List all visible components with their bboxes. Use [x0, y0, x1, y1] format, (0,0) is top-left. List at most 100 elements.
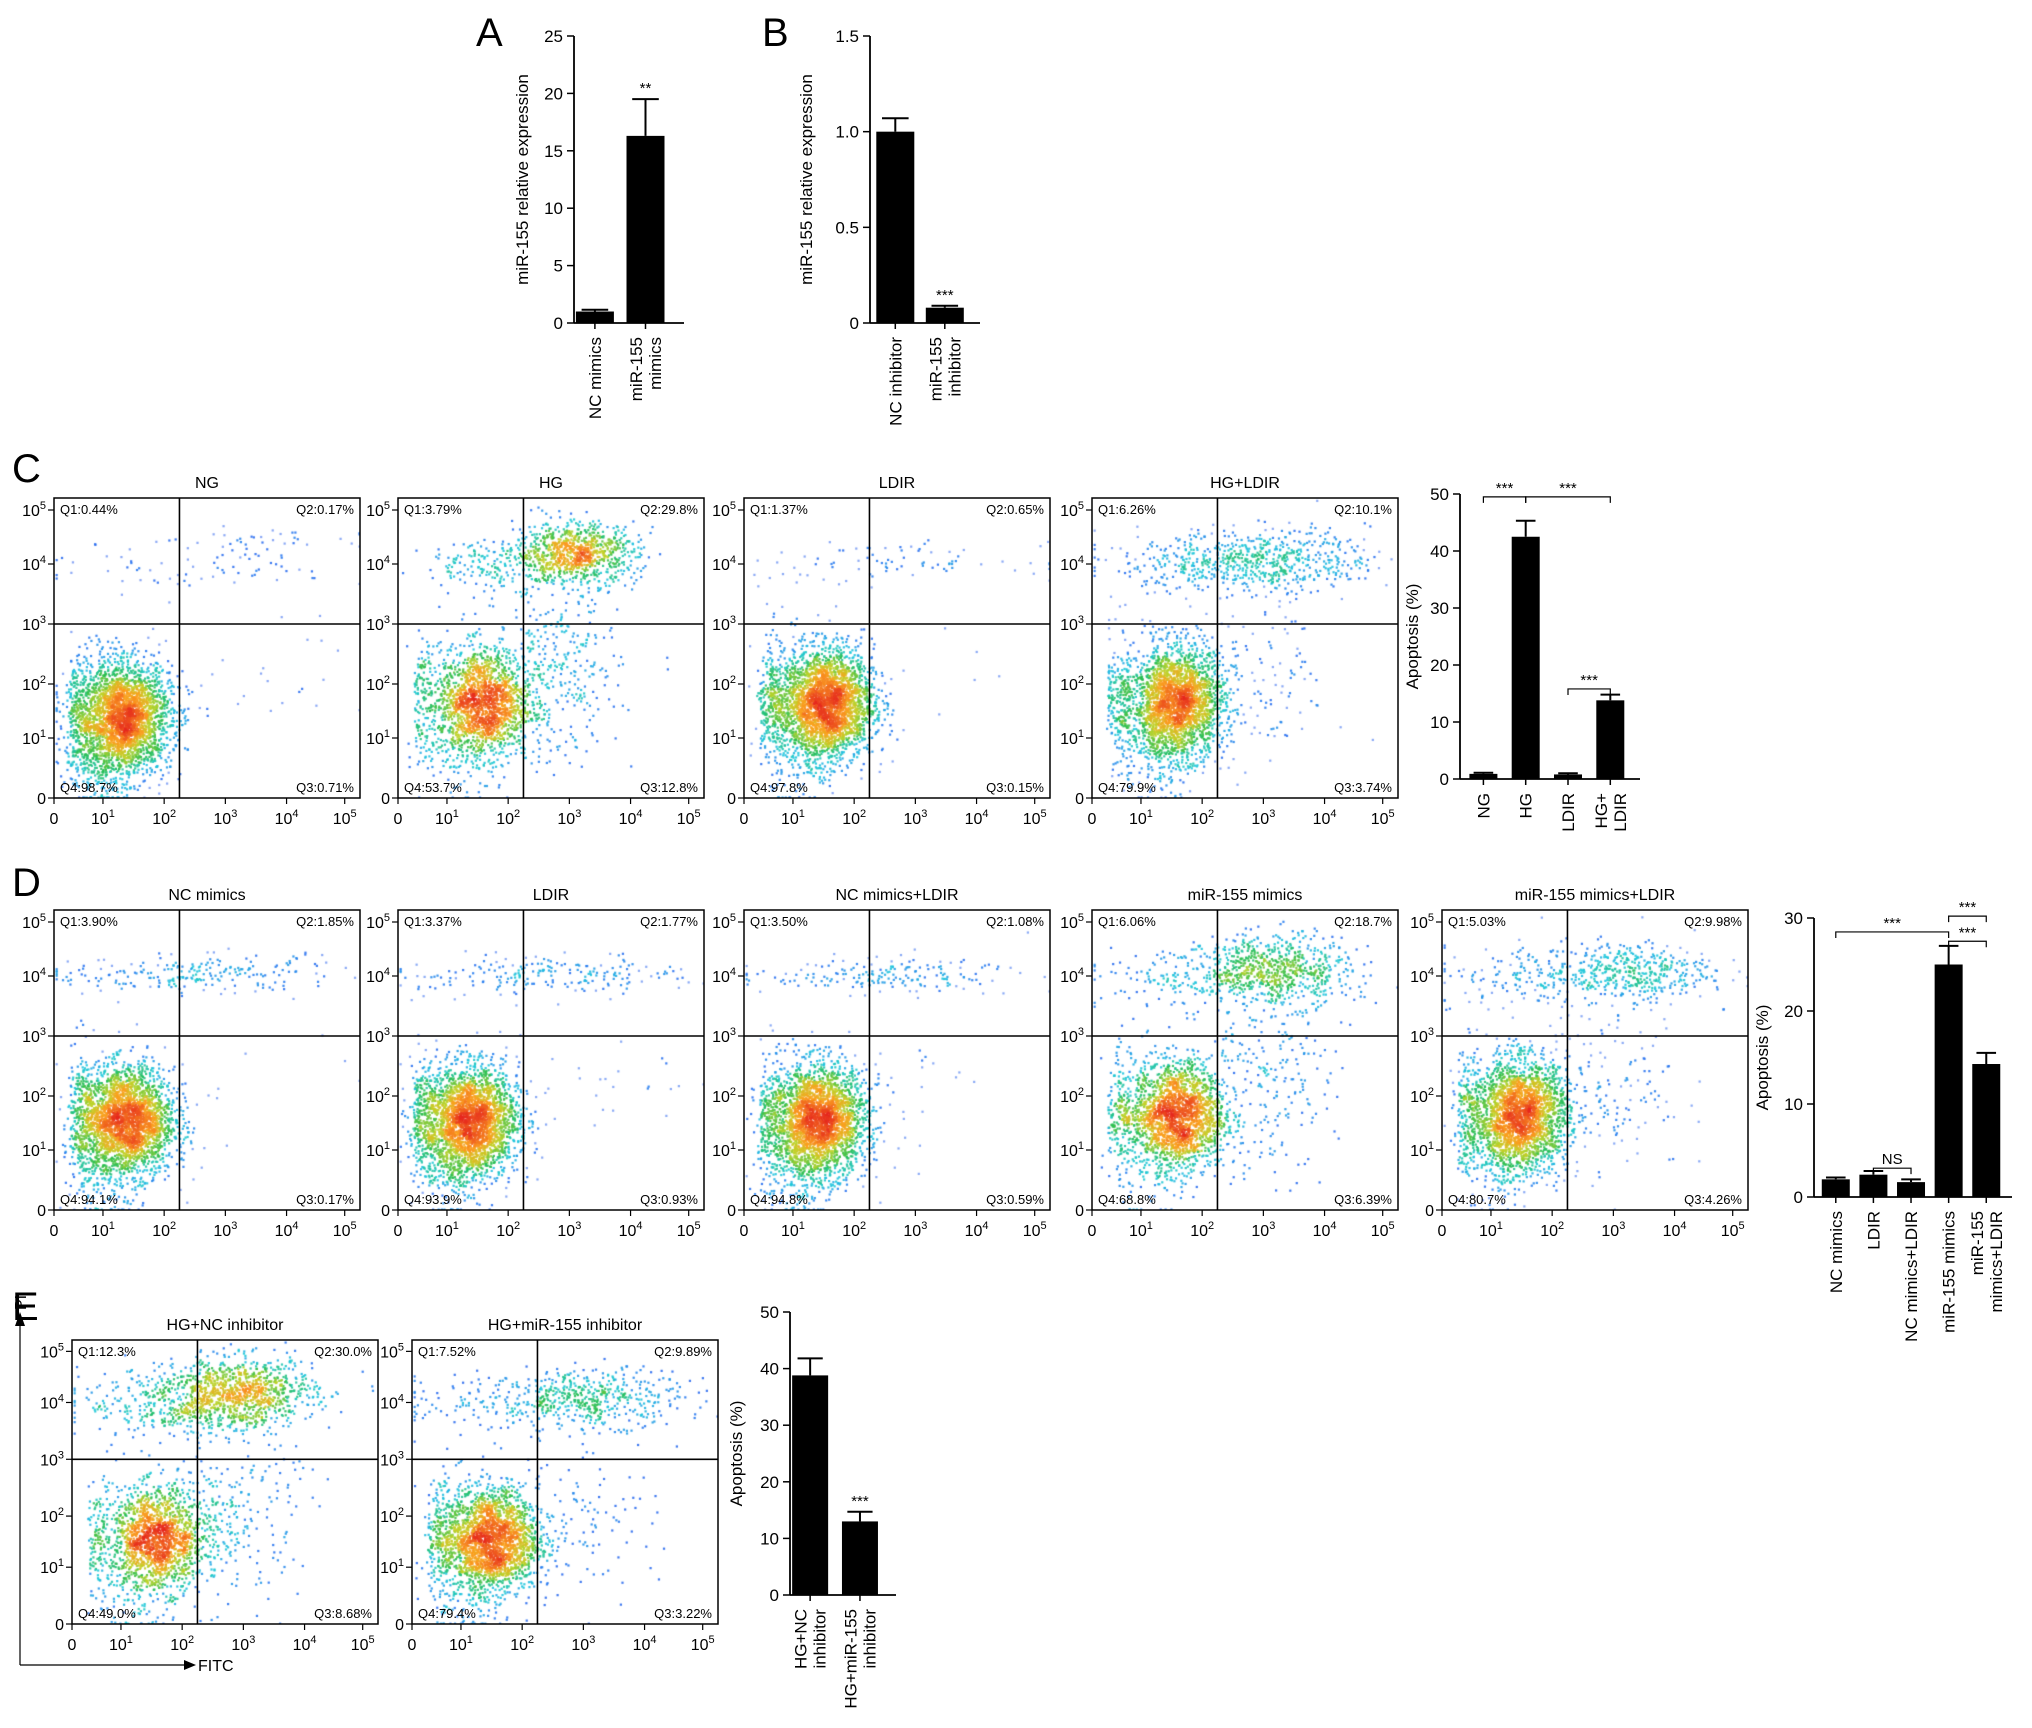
- x-tick-label: 101: [781, 1220, 805, 1240]
- x-tick-label: 103: [1601, 1220, 1625, 1240]
- y-tick-exponent: 5: [1078, 912, 1084, 924]
- y-tick-label: 105: [1060, 500, 1084, 520]
- significance-label: **: [640, 80, 652, 97]
- y-tick-label: 103: [712, 1026, 736, 1046]
- y-tick-exponent: 5: [384, 912, 390, 924]
- quadrant-q4-label: Q4:94.1%: [60, 1192, 118, 1207]
- x-tick-label: 0: [740, 1223, 749, 1240]
- y-tick-exponent: 1: [384, 1140, 390, 1152]
- bar-chart-b: 0 0.5 1.0 1.5 miR-155 relative expression NC …: [797, 27, 980, 426]
- x-tick-label: 0: [394, 1223, 403, 1240]
- y-tick-exponent: 1: [730, 728, 736, 740]
- quadrant-q2-label: Q2:1.08%: [986, 914, 1044, 929]
- quadrant-q3-label: Q3:0.93%: [640, 1192, 698, 1207]
- y-tick-exponent: 4: [58, 1392, 64, 1404]
- x-tick-label: 0: [1088, 1223, 1097, 1240]
- x-tick-label: 104: [619, 1220, 643, 1240]
- y-tick-label: 0: [770, 1586, 779, 1605]
- quadrant-q3-label: Q3:0.17%: [296, 1192, 354, 1207]
- significance-bracket: [1948, 940, 1987, 948]
- panel-letter-d: D: [12, 861, 41, 905]
- y-tick-label: 102: [22, 1086, 46, 1106]
- y-tick-label: 0: [381, 1203, 390, 1220]
- quadrant-q4-label: Q4:93.9%: [404, 1192, 462, 1207]
- x-tick-exponent: 4: [292, 1220, 298, 1232]
- x-tick-exponent: 4: [982, 1220, 988, 1232]
- y-tick-exponent: 2: [58, 1506, 64, 1518]
- flow-plot-9: miR-155 mimics+LDIR Q1:5.03% Q2:9.98% Q3:4.…: [1410, 887, 1749, 1240]
- y-tick-label: 0: [1075, 1203, 1084, 1220]
- bar: [841, 1521, 878, 1595]
- y-tick-label: 5: [554, 257, 563, 276]
- quadrant-q2-label: Q2:9.89%: [654, 1344, 712, 1359]
- flow-density-scatter: [54, 498, 360, 798]
- flow-plot-frame: [397, 909, 705, 1211]
- y-tick-exponent: 4: [384, 554, 390, 566]
- quadrant-q2-label: Q2:1.77%: [640, 914, 698, 929]
- category-label: miR-155: [1968, 1211, 1987, 1275]
- y-tick-label: 101: [22, 1140, 46, 1160]
- flow-plot-title: LDIR: [879, 475, 915, 492]
- flow-density-area: [1442, 910, 1748, 1210]
- quadrant-q3-label: Q3:3.22%: [654, 1606, 712, 1621]
- quadrant-q4-label: Q4:97.8%: [750, 780, 808, 795]
- y-tick-exponent: 5: [730, 912, 736, 924]
- flow-plot-frame: [1091, 497, 1399, 799]
- category-label: miR-155: [926, 337, 945, 401]
- bar: [575, 311, 614, 323]
- x-tick-label: 103: [213, 808, 237, 828]
- flow-density-scatter: [744, 910, 1050, 1210]
- y-tick-label: 105: [1410, 912, 1434, 932]
- y-tick-label: 0: [55, 1617, 64, 1634]
- y-tick-label: 30: [1784, 909, 1803, 928]
- x-tick-label: 105: [333, 1220, 357, 1240]
- y-tick-label: 20: [544, 84, 563, 103]
- quadrant-q3-label: Q3:0.15%: [986, 780, 1044, 795]
- x-tick-exponent: 4: [636, 1220, 642, 1232]
- y-tick-exponent: 4: [1428, 966, 1434, 978]
- x-tick-label: 102: [496, 808, 520, 828]
- category-label: LDIR: [1611, 793, 1630, 832]
- significance-label: ***: [1580, 672, 1598, 689]
- y-tick-label: 105: [380, 1341, 404, 1361]
- x-tick-exponent: 4: [292, 808, 298, 820]
- x-tick-exponent: 3: [1269, 808, 1275, 820]
- y-tick-label: 101: [1060, 728, 1084, 748]
- flow-density-scatter: [744, 498, 1050, 798]
- x-tick-exponent: 5: [369, 1634, 375, 1646]
- flow-density-scatter: [54, 910, 360, 1210]
- panel-letter-b: B: [762, 11, 789, 55]
- x-tick-label: 102: [510, 1634, 534, 1654]
- x-tick-label: 101: [435, 808, 459, 828]
- x-tick-label: 105: [333, 808, 357, 828]
- quadrant-q2-label: Q2:29.8%: [640, 502, 698, 517]
- x-tick-label: 105: [351, 1634, 375, 1654]
- flow-plot-6: LDIR Q1:3.37% Q2:1.77% Q3:0.93% Q4:93.9% 00 10…: [366, 887, 705, 1240]
- quadrant-q4-label: Q4:68.8%: [1098, 1192, 1156, 1207]
- quadrant-q3-label: Q3:0.59%: [986, 1192, 1044, 1207]
- fitc-axis-label: FITC: [198, 1658, 234, 1675]
- y-tick-exponent: 4: [730, 554, 736, 566]
- x-tick-label: 0: [68, 1637, 77, 1654]
- x-tick-label: 103: [1251, 1220, 1275, 1240]
- x-tick-label: 105: [1721, 1220, 1745, 1240]
- y-tick-exponent: 2: [730, 674, 736, 686]
- quadrant-q1-label: Q1:6.06%: [1098, 914, 1156, 929]
- flow-plot-frame: [53, 497, 361, 799]
- x-tick-exponent: 1: [799, 808, 805, 820]
- quadrant-q3-label: Q3:12.8%: [640, 780, 698, 795]
- quadrant-q4-label: Q4:53.7%: [404, 780, 462, 795]
- x-tick-label: 101: [1129, 1220, 1153, 1240]
- x-tick-exponent: 2: [514, 808, 520, 820]
- flow-axis-legend: PI FITC: [13, 1295, 234, 1675]
- category-label: NC mimics+LDIR: [1902, 1211, 1921, 1342]
- y-tick-label: 103: [1410, 1026, 1434, 1046]
- x-tick-exponent: 2: [1208, 1220, 1214, 1232]
- y-tick-label: 50: [760, 1303, 779, 1322]
- significance-label: ***: [1959, 899, 1977, 916]
- bar: [1469, 773, 1498, 779]
- category-label: HG+miR-155: [841, 1609, 860, 1709]
- x-tick-label: 104: [965, 1220, 989, 1240]
- flow-plot-frame: [743, 497, 1051, 799]
- bar-chart-d: 0 10 20 30 Apoptosis (%) NC mimics LDIR NC mimi…: [1753, 899, 2012, 1342]
